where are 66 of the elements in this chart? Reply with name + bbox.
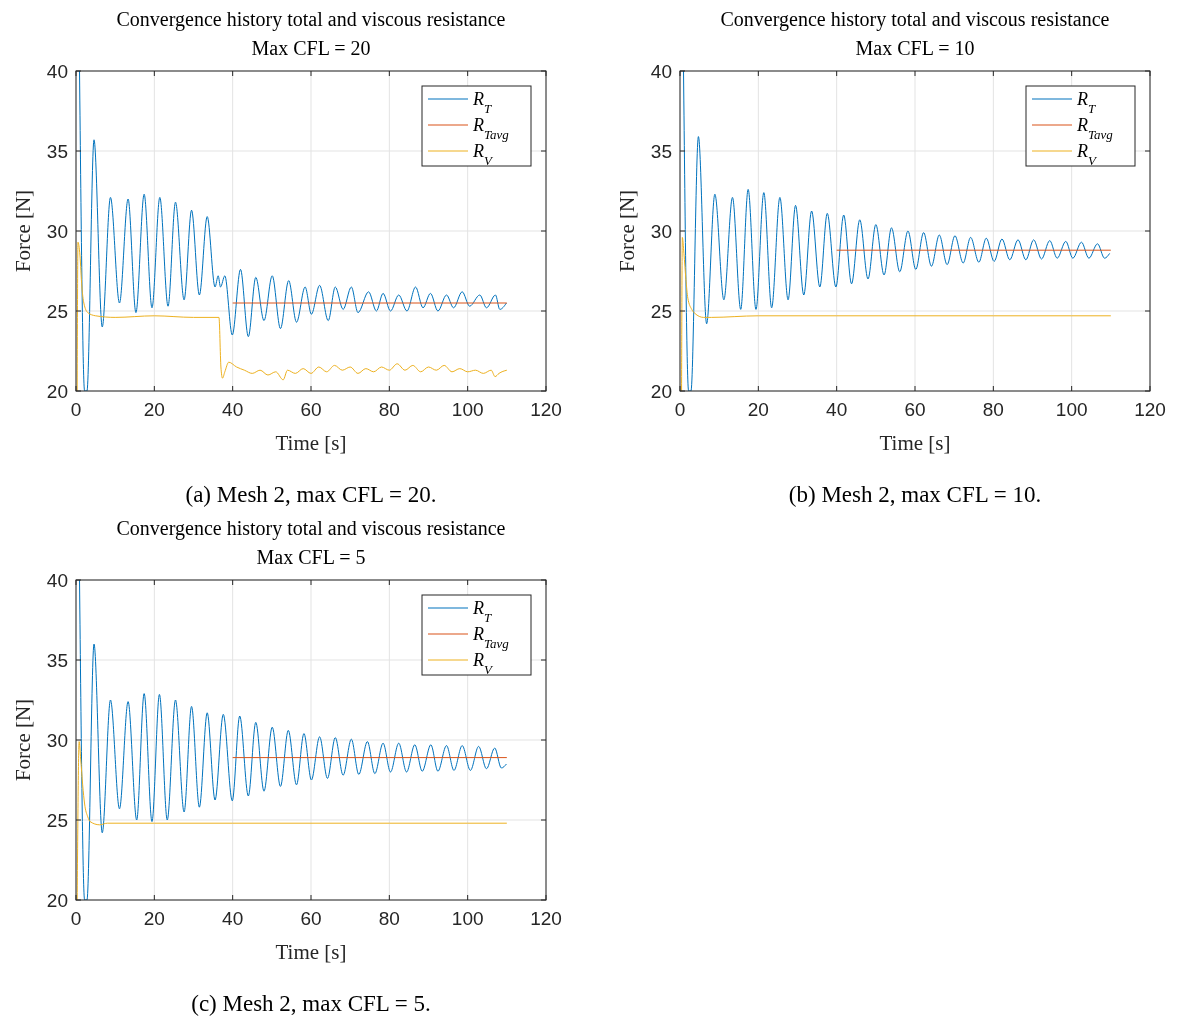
x-tick-label: 40: [826, 399, 848, 420]
x-tick-label: 100: [451, 399, 484, 420]
y-tick-label: 20: [650, 381, 672, 402]
legend-label: R$_{Tavg}$: [472, 624, 510, 651]
y-axis-title: Force [N]: [11, 189, 35, 273]
x-tick-label: 80: [982, 399, 1004, 420]
x-tick-label: 20: [143, 908, 165, 929]
x-axis-title: Time [s]: [879, 431, 951, 455]
chart-subtitle: Max CFL = 5: [256, 546, 366, 568]
line-series: [681, 236, 1112, 391]
x-axis-title: Time [s]: [275, 940, 347, 964]
line-series: [79, 580, 507, 900]
x-tick-label: 120: [530, 399, 562, 420]
line-series: [76, 741, 508, 900]
x-tick-label: 20: [143, 399, 165, 420]
x-tick-label: 80: [378, 399, 400, 420]
legend-label: R$_{V}$: [472, 650, 494, 677]
y-tick-label: 30: [46, 730, 68, 751]
line-series: [76, 241, 508, 391]
text: (a) Mesh 2, max CFL = 20.: [185, 482, 437, 507]
chart-title: Convergence history total and viscous resistance: [116, 8, 506, 31]
y-tick-label: 25: [46, 301, 68, 322]
legend-label: R$_{V}$: [1076, 141, 1098, 168]
legend-label: R$_{Tavg}$: [1076, 115, 1114, 142]
x-tick-label: 40: [222, 399, 244, 420]
x-tick-label: 20: [747, 399, 769, 420]
legend-label: R$_{T}$: [472, 598, 492, 625]
x-tick-label: 60: [300, 399, 322, 420]
y-tick-label: 35: [46, 650, 68, 671]
x-tick-label: 120: [1134, 399, 1166, 420]
chart-subtitle: Max CFL = 10: [855, 37, 975, 59]
x-tick-label: 100: [1055, 399, 1088, 420]
line-series: [683, 71, 1111, 391]
x-tick-label: 0: [70, 908, 82, 929]
x-axis-title: Time [s]: [275, 431, 347, 455]
y-axis-title: Force [N]: [615, 189, 639, 273]
x-tick-label: 60: [300, 908, 322, 929]
y-tick-label: 30: [650, 221, 672, 242]
y-tick-label: 40: [46, 570, 68, 591]
text: (b) Mesh 2, max CFL = 10.: [788, 482, 1042, 507]
x-tick-label: 80: [378, 908, 400, 929]
x-tick-label: 0: [70, 399, 82, 420]
legend-label: R$_{V}$: [472, 141, 494, 168]
y-tick-label: 20: [46, 890, 68, 911]
legend-label: R$_{T}$: [472, 89, 492, 116]
x-tick-label: 40: [222, 908, 244, 929]
y-tick-label: 25: [650, 301, 672, 322]
y-tick-label: 30: [46, 221, 68, 242]
chart-title: Convergence history total and viscous resistance: [720, 8, 1110, 31]
x-tick-label: 100: [451, 908, 484, 929]
x-tick-label: 60: [904, 399, 926, 420]
y-axis-title: Force [N]: [11, 698, 35, 782]
y-tick-label: 25: [46, 810, 68, 831]
y-tick-label: 35: [650, 141, 672, 162]
legend-label: R$_{Tavg}$: [472, 115, 510, 142]
y-tick-label: 35: [46, 141, 68, 162]
chart-subtitle: Max CFL = 20: [251, 37, 371, 59]
y-tick-label: 40: [46, 61, 68, 82]
text: (c) Mesh 2, max CFL = 5.: [191, 991, 431, 1016]
x-tick-label: 120: [530, 908, 562, 929]
x-tick-label: 0: [674, 399, 686, 420]
legend-label: R$_{T}$: [1076, 89, 1096, 116]
y-tick-label: 20: [46, 381, 68, 402]
y-tick-label: 40: [650, 61, 672, 82]
line-series: [79, 71, 507, 391]
chart-title: Convergence history total and viscous resistance: [116, 517, 506, 540]
